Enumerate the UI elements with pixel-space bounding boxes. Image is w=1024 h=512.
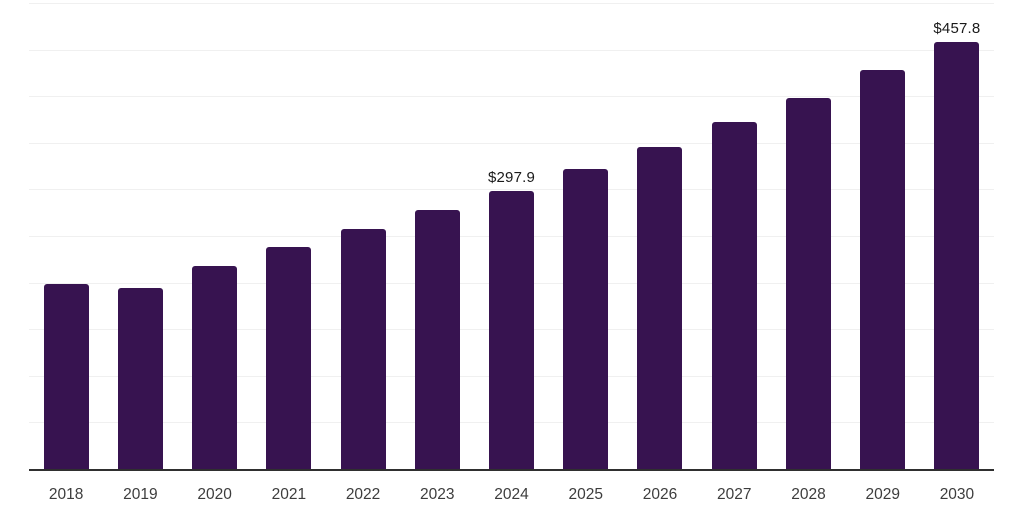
bar-slot bbox=[177, 3, 251, 469]
bar-2023[interactable] bbox=[414, 210, 460, 469]
bar-slot bbox=[400, 3, 474, 469]
bar-2028[interactable] bbox=[785, 97, 831, 469]
x-axis-slot: 2018 bbox=[29, 471, 103, 512]
x-axis-slot: 2020 bbox=[177, 471, 251, 512]
x-axis-label: 2022 bbox=[345, 485, 381, 503]
bar-2020[interactable] bbox=[192, 266, 238, 469]
plot-area: $297.9 $457.8 bbox=[29, 3, 994, 471]
x-axis: 2018 2019 2020 2021 2022 2023 2024 2025 2026 2027… bbox=[29, 471, 994, 512]
bar-slot bbox=[623, 3, 697, 469]
bar-slot bbox=[252, 3, 326, 469]
bar-2018[interactable] bbox=[43, 283, 89, 469]
x-axis-label: 2030 bbox=[939, 485, 975, 503]
bar-2030[interactable] bbox=[934, 42, 980, 469]
x-axis-label: 2027 bbox=[716, 485, 752, 503]
x-axis-label: 2029 bbox=[865, 485, 900, 503]
x-axis-slot: 2029 bbox=[846, 471, 920, 512]
bar-2027[interactable] bbox=[711, 122, 757, 469]
x-axis-label: 2025 bbox=[568, 485, 603, 503]
bar-slot bbox=[846, 3, 920, 469]
bar-2022[interactable] bbox=[340, 229, 386, 469]
bar-slot: $297.9 bbox=[474, 3, 548, 469]
x-axis-label: 2026 bbox=[642, 485, 678, 503]
bar-value-label: $457.8 bbox=[933, 20, 981, 38]
x-axis-label: 2024 bbox=[494, 485, 529, 503]
x-axis-slot: 2025 bbox=[549, 471, 623, 512]
x-axis-label: 2019 bbox=[123, 485, 158, 503]
bar-2021[interactable] bbox=[266, 247, 312, 469]
bar-slot bbox=[697, 3, 771, 469]
bar-slot: $457.8 bbox=[920, 3, 994, 469]
x-axis-label: 2028 bbox=[791, 485, 826, 503]
bar-2019[interactable] bbox=[117, 287, 163, 469]
x-axis-slot: 2028 bbox=[771, 471, 845, 512]
bar-value-label: $297.9 bbox=[487, 169, 536, 187]
bar-2026[interactable] bbox=[637, 147, 683, 469]
x-axis-slot: 2024 bbox=[474, 471, 548, 512]
bar-2024[interactable] bbox=[489, 191, 535, 469]
bar-slot bbox=[549, 3, 623, 469]
x-axis-slot: 2022 bbox=[326, 471, 400, 512]
x-axis-slot: 2027 bbox=[697, 471, 771, 512]
bar-slot bbox=[29, 3, 103, 469]
bar-slot bbox=[326, 3, 400, 469]
x-axis-label: 2021 bbox=[271, 485, 307, 503]
x-axis-label: 2023 bbox=[420, 485, 455, 503]
x-axis-label: 2020 bbox=[197, 485, 232, 503]
x-axis-slot: 2021 bbox=[252, 471, 326, 512]
x-axis-slot: 2023 bbox=[400, 471, 474, 512]
x-axis-slot: 2019 bbox=[103, 471, 177, 512]
x-axis-slot: 2030 bbox=[920, 471, 994, 512]
x-axis-label: 2018 bbox=[48, 485, 84, 503]
bar-slot bbox=[103, 3, 177, 469]
bar-2025[interactable] bbox=[563, 169, 609, 469]
bar-2029[interactable] bbox=[860, 69, 906, 469]
x-axis-slot: 2026 bbox=[623, 471, 697, 512]
bar-slot bbox=[771, 3, 845, 469]
